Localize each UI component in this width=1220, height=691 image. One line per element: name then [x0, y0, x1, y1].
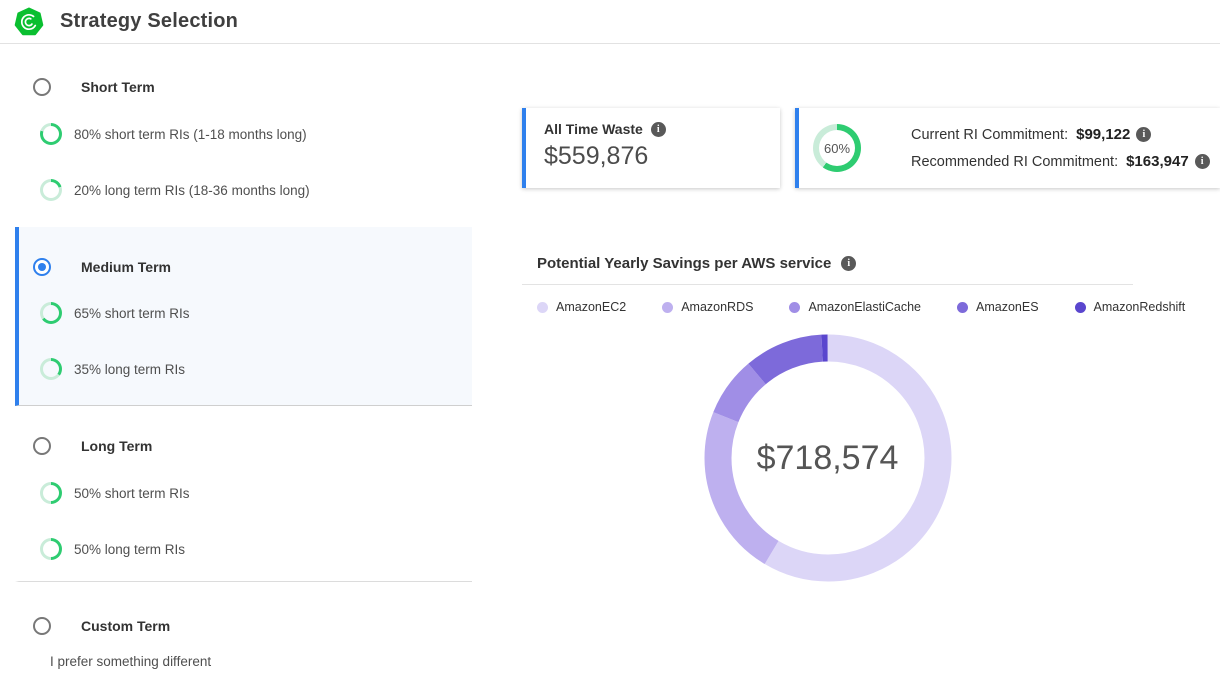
radio-unselected-icon[interactable]	[33, 437, 51, 455]
progress-ring-icon	[40, 123, 62, 145]
waste-card-value: $559,876	[544, 142, 649, 170]
progress-ring-icon	[40, 358, 62, 380]
donut-chart: $718,574	[698, 328, 958, 588]
legend-label: AmazonRDS	[681, 300, 754, 314]
current-ri-label: Current RI Commitment:	[911, 126, 1069, 143]
ri-commitment-card: 60% Current RI Commitment: $99,122 i Rec…	[795, 108, 1220, 188]
strategy-group-custom-term: Custom Term I prefer something different	[15, 616, 472, 669]
page-header: Strategy Selection	[0, 0, 1220, 44]
commitment-ring-label: 60%	[823, 140, 851, 156]
strategy-detail-row: 50% long term RIs	[19, 536, 472, 562]
donut-segment-AmazonRDS[interactable]	[704, 334, 951, 582]
radio-selected-icon[interactable]	[33, 258, 51, 276]
all-time-waste-card: All Time Waste i $559,876	[522, 108, 780, 188]
radio-option-short-term[interactable]: Short Term	[19, 77, 472, 97]
info-icon[interactable]: i	[650, 121, 666, 137]
current-ri-value: $99,122	[1076, 126, 1131, 143]
current-ri-commitment-row: Current RI Commitment: $99,122 i	[911, 126, 1210, 143]
detail-label: 50% short term RIs	[74, 485, 190, 501]
info-icon[interactable]: i	[1194, 154, 1210, 169]
donut-center-value: $718,574	[756, 438, 899, 477]
detail-label: 35% long term RIs	[74, 361, 186, 377]
radio-unselected-icon[interactable]	[33, 617, 51, 635]
summary-area: All Time Waste i $559,876 60% Current RI…	[522, 108, 1220, 588]
strategy-detail-row: 35% long term RIs	[19, 356, 472, 382]
legend-dot-icon	[1074, 301, 1086, 313]
legend-item-AmazonElastiCache[interactable]: AmazonElastiCache	[789, 300, 921, 314]
detail-label: 50% long term RIs	[74, 541, 186, 557]
progress-ring-icon	[40, 482, 62, 504]
strategy-detail-row: 20% long term RIs (18-36 months long)	[19, 177, 472, 203]
progress-ring-icon	[40, 538, 62, 560]
legend-dot-icon	[957, 301, 968, 313]
progress-ring-icon	[40, 302, 62, 324]
group-label: Long Term	[81, 438, 153, 454]
donut-segment-AmazonRedshift[interactable]	[704, 334, 951, 582]
group-label: Short Term	[81, 79, 155, 95]
page-title: Strategy Selection	[60, 10, 239, 32]
legend-label: AmazonES	[976, 300, 1039, 314]
detail-label: 20% long term RIs (18-36 months long)	[74, 182, 310, 198]
recommended-ri-commitment-row: Recommended RI Commitment: $163,947 i	[911, 153, 1210, 170]
recommended-ri-value: $163,947	[1126, 153, 1189, 170]
strategy-detail-row: 65% short term RIs	[19, 300, 472, 326]
legend-item-AmazonRDS[interactable]: AmazonRDS	[662, 300, 753, 314]
strategy-group-short-term: Short Term 80% short term RIs (1-18 mont…	[15, 77, 472, 227]
radio-option-custom-term[interactable]: Custom Term	[19, 616, 472, 636]
legend-dot-icon	[789, 301, 801, 313]
custom-term-description: I prefer something different	[50, 654, 212, 669]
strategy-selection-panel: Short Term 80% short term RIs (1-18 mont…	[15, 44, 472, 669]
chart-title: Potential Yearly Savings per AWS service	[537, 255, 832, 272]
legend-label: AmazonElastiCache	[808, 300, 921, 314]
group-label: Custom Term	[81, 618, 171, 634]
detail-label: 80% short term RIs (1-18 months long)	[74, 126, 307, 142]
donut-chart-svg	[704, 334, 951, 582]
legend-dot-icon	[662, 301, 674, 313]
summary-cards: All Time Waste i $559,876 60% Current RI…	[522, 108, 1220, 188]
legend-label: AmazonEC2	[556, 300, 627, 314]
strategy-detail-row: 50% short term RIs	[19, 480, 472, 506]
strategy-detail-row: 80% short term RIs (1-18 months long)	[19, 121, 472, 147]
radio-option-medium-term[interactable]: Medium Term	[19, 227, 472, 277]
strategy-group-medium-term: Medium Term 65% short term RIs 35% long …	[15, 227, 472, 406]
legend-item-AmazonEC2[interactable]: AmazonEC2	[537, 300, 626, 314]
info-icon[interactable]: i	[841, 256, 857, 271]
legend-item-AmazonRedshift[interactable]: AmazonRedshift	[1074, 300, 1186, 314]
group-label: Medium Term	[81, 259, 171, 275]
info-icon[interactable]: i	[1136, 127, 1152, 142]
legend-dot-icon	[537, 301, 548, 313]
radio-unselected-icon[interactable]	[33, 78, 51, 96]
app-logo-icon[interactable]	[14, 7, 44, 37]
chart-legend: AmazonEC2 AmazonRDS AmazonElastiCache Amazo…	[522, 285, 1185, 318]
commitment-ring-icon: 60%	[813, 124, 861, 172]
legend-item-AmazonES[interactable]: AmazonES	[957, 300, 1039, 314]
waste-card-title: All Time Waste	[544, 121, 643, 137]
strategy-group-long-term: Long Term 50% short term RIs 50% long te…	[15, 436, 472, 582]
detail-label: 65% short term RIs	[74, 305, 190, 321]
radio-option-long-term[interactable]: Long Term	[19, 436, 472, 456]
legend-label: AmazonRedshift	[1093, 300, 1186, 314]
recommended-ri-label: Recommended RI Commitment:	[911, 153, 1119, 170]
savings-chart-panel: Potential Yearly Savings per AWS service…	[522, 245, 1185, 588]
progress-ring-icon	[40, 179, 62, 201]
